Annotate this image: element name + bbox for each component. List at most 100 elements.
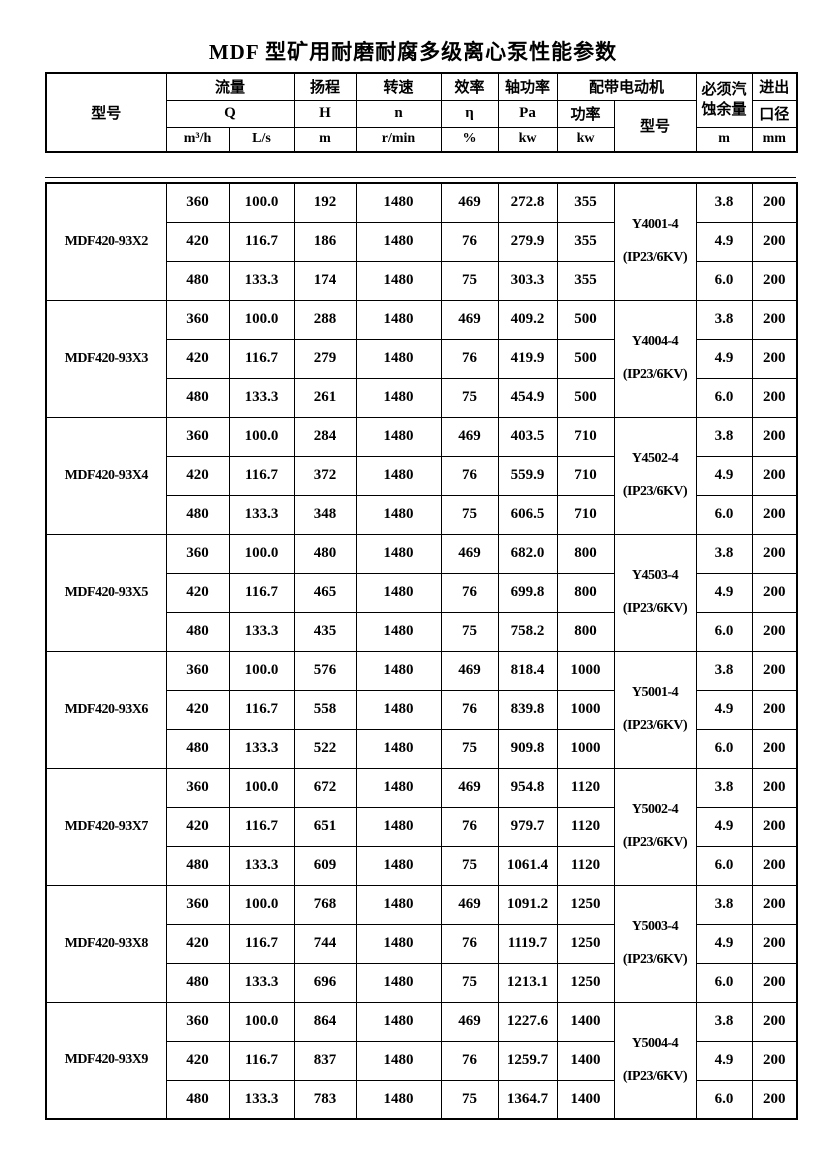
value-cell: 186 xyxy=(293,221,357,262)
table-row: 420 116.7 372 1480 76 559.9 710 4.9 200 xyxy=(46,455,798,496)
value-cell: 1480 xyxy=(355,182,442,223)
value-cell: 420 xyxy=(165,455,230,496)
value-cell: 75 xyxy=(440,260,499,301)
value-cell: 133.3 xyxy=(228,260,295,301)
value-cell: 1480 xyxy=(355,767,442,808)
motor-frame-line: (IP23/6KV) xyxy=(622,601,688,616)
motor-frame-line: (IP23/6KV) xyxy=(622,367,688,382)
value-cell: 480 xyxy=(165,728,230,769)
value-cell: 469 xyxy=(440,1001,499,1042)
value-cell: 1480 xyxy=(355,962,442,1003)
header-npsh-line2: 蚀余量 xyxy=(701,102,747,119)
value-cell: 133.3 xyxy=(228,494,295,535)
table-row: 480 133.3 783 1480 75 1364.7 1400 6.0 200 xyxy=(46,1079,798,1120)
value-cell: 1400 xyxy=(556,1040,615,1081)
motor-model-line: Y4001-4 xyxy=(631,217,679,233)
value-cell: 682.0 xyxy=(497,533,558,574)
value-cell: 710 xyxy=(556,494,615,535)
value-cell: 420 xyxy=(165,806,230,847)
value-cell: 360 xyxy=(165,767,230,808)
port-cell: 200 xyxy=(751,494,798,535)
value-cell: 133.3 xyxy=(228,962,295,1003)
table-row: MDF420-93X6 360 100.0 576 1480 469 818.4 1000 Y5… xyxy=(45,650,798,769)
value-cell: 76 xyxy=(440,455,499,496)
motor-model-cell: Y4004-4 (IP23/6KV) xyxy=(613,299,697,418)
value-cell: 837 xyxy=(293,1040,357,1081)
value-cell: 76 xyxy=(440,923,499,964)
value-cell: 284 xyxy=(293,416,357,457)
port-cell: 200 xyxy=(751,962,798,1003)
value-cell: 1480 xyxy=(355,221,442,262)
npsh-cell: 4.9 xyxy=(695,221,753,262)
value-cell: 1480 xyxy=(355,884,442,925)
value-cell: 76 xyxy=(440,1040,499,1081)
value-cell: 480 xyxy=(165,377,230,418)
npsh-cell: 6.0 xyxy=(695,377,753,418)
value-cell: 800 xyxy=(556,611,615,652)
header-motor-group: 配带电动机 xyxy=(556,72,697,101)
table-row: 480 133.3 522 1480 75 909.8 1000 6.0 200 xyxy=(46,728,798,769)
value-cell: 1480 xyxy=(355,338,442,379)
value-cell: 360 xyxy=(165,299,230,340)
value-cell: 1119.7 xyxy=(497,923,558,964)
header-flow-unit-ls: L/s xyxy=(228,126,295,153)
npsh-cell: 4.9 xyxy=(695,455,753,496)
header-flow-unit-m3h: m³/h xyxy=(165,126,230,153)
header-shaft-power-unit: kw xyxy=(497,126,558,153)
value-cell: 133.3 xyxy=(228,845,295,886)
value-cell: 116.7 xyxy=(228,806,295,847)
header-npsh-unit: m xyxy=(695,126,753,153)
npsh-cell: 3.8 xyxy=(695,182,753,223)
value-cell: 1250 xyxy=(556,884,615,925)
motor-model-line: Y5001-4 xyxy=(631,685,679,700)
value-cell: 133.3 xyxy=(228,1079,295,1120)
port-cell: 200 xyxy=(751,689,798,730)
value-cell: 420 xyxy=(165,689,230,730)
npsh-cell: 4.9 xyxy=(695,1040,753,1081)
value-cell: 1480 xyxy=(355,260,442,301)
value-cell: 100.0 xyxy=(228,299,295,340)
port-cell: 200 xyxy=(751,338,798,379)
value-cell: 469 xyxy=(440,884,499,925)
port-cell: 200 xyxy=(751,845,798,886)
value-cell: 480 xyxy=(165,494,230,535)
value-cell: 480 xyxy=(165,962,230,1003)
value-cell: 1061.4 xyxy=(497,845,558,886)
value-cell: 1120 xyxy=(556,845,615,886)
value-cell: 355 xyxy=(556,182,615,223)
value-cell: 100.0 xyxy=(228,416,295,457)
value-cell: 1213.1 xyxy=(497,962,558,1003)
npsh-cell: 4.9 xyxy=(695,923,753,964)
header-table: 型号 流量 扬程 转速 效率 轴功率 配带电动机 必须汽 蚀余量 进出 Q H … xyxy=(45,72,799,153)
value-cell: 403.5 xyxy=(497,416,558,457)
value-cell: 1480 xyxy=(355,611,442,652)
value-cell: 420 xyxy=(165,1040,230,1081)
motor-model-cell: Y5003-4 (IP23/6KV) xyxy=(613,884,697,1003)
value-cell: 1480 xyxy=(355,806,442,847)
value-cell: 1400 xyxy=(556,1001,615,1042)
value-cell: 1480 xyxy=(355,1001,442,1042)
pump-model-cell: MDF420-93X2 xyxy=(45,182,167,301)
value-cell: 606.5 xyxy=(497,494,558,535)
header-row-3: m³/h L/s m r/min % kw kw m mm xyxy=(46,126,798,153)
value-cell: 76 xyxy=(440,338,499,379)
value-cell: 116.7 xyxy=(228,338,295,379)
motor-model-cell: Y4503-4 (IP23/6KV) xyxy=(613,533,697,652)
port-cell: 200 xyxy=(751,572,798,613)
motor-model-cell: Y5002-4 (IP23/6KV) xyxy=(613,767,697,886)
value-cell: 609 xyxy=(293,845,357,886)
header-flow-symbol: Q xyxy=(165,99,295,128)
table-row: MDF420-93X7 360 100.0 672 1480 469 954.8 1120 Y5… xyxy=(45,767,798,886)
value-cell: 303.3 xyxy=(497,260,558,301)
header-port-line1: 进出 xyxy=(751,72,798,101)
value-cell: 100.0 xyxy=(228,650,295,691)
motor-frame-line: (IP23/6KV) xyxy=(622,484,688,499)
value-cell: 76 xyxy=(440,689,499,730)
value-cell: 1480 xyxy=(355,845,442,886)
value-cell: 116.7 xyxy=(228,923,295,964)
motor-model-cell: Y5001-4 (IP23/6KV) xyxy=(613,650,697,769)
value-cell: 419.9 xyxy=(497,338,558,379)
value-cell: 372 xyxy=(293,455,357,496)
value-cell: 480 xyxy=(165,260,230,301)
value-cell: 1000 xyxy=(556,689,615,730)
